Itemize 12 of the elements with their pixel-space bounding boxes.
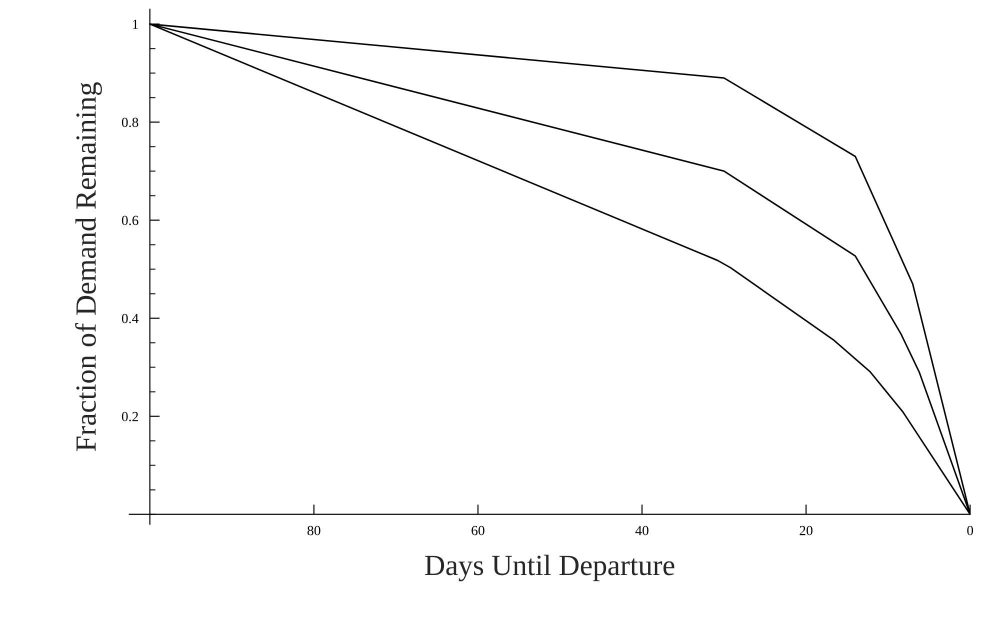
- x-axis-title: Days Until Departure: [425, 554, 674, 582]
- y-tick-label: 0.2: [122, 412, 138, 422]
- x-tick-label: 40: [635, 526, 648, 536]
- y-tick-label: 0.8: [122, 118, 138, 128]
- y-tick-label: 1: [133, 20, 138, 29]
- x-tick-label: 80: [307, 526, 320, 536]
- x-tick-label: 20: [800, 526, 812, 536]
- x-tick-label: 0: [967, 526, 974, 536]
- x-tick-label: 60: [472, 526, 484, 536]
- y-tick-label: 0.4: [122, 314, 139, 324]
- y-tick-label: 0.6: [122, 216, 138, 226]
- y-axis-title: Fraction of Demand Remaining: [75, 82, 102, 452]
